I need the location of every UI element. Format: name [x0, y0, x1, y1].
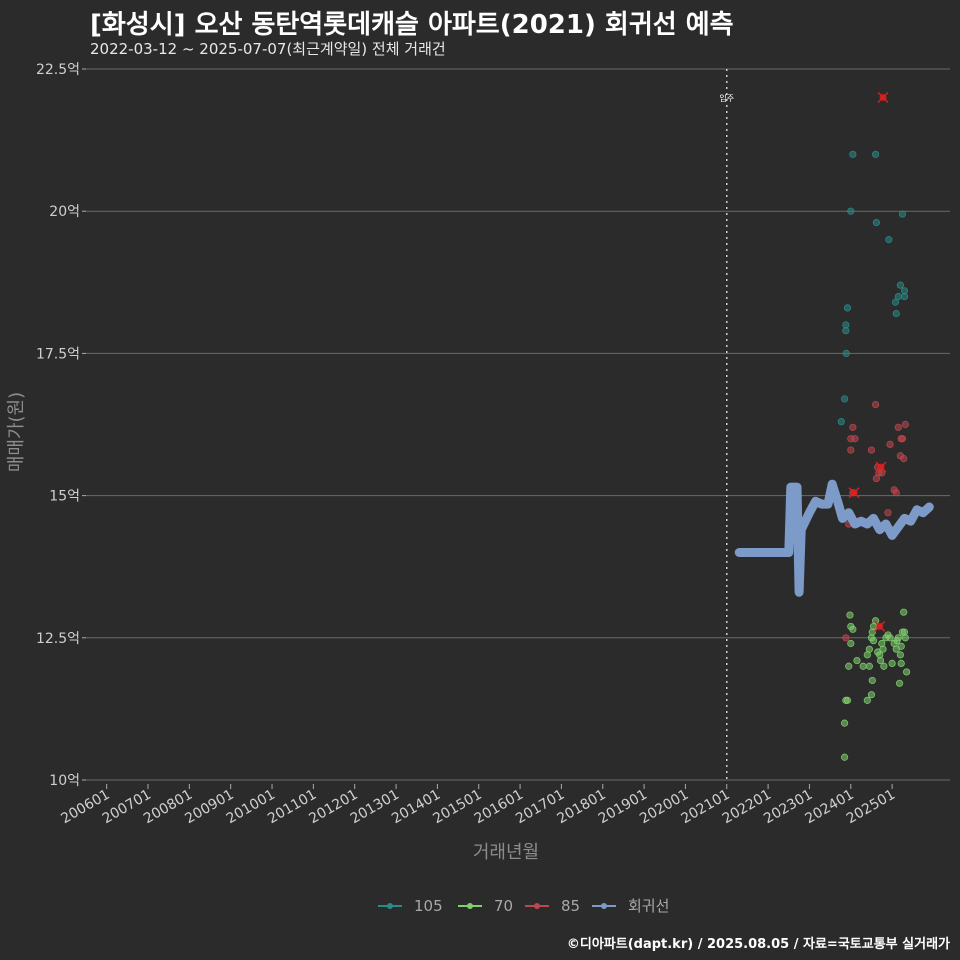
- point-70: [865, 662, 873, 670]
- outlier-cross: [875, 461, 887, 473]
- point-85: [871, 400, 880, 409]
- credit-text: ©디아파트(dapt.kr) / 2025.08.05 / 자료=국토교통부 실…: [566, 937, 950, 952]
- point-70: [897, 642, 905, 650]
- point-70: [876, 656, 885, 665]
- legend: 105 70 85 회귀선: [378, 897, 669, 915]
- point-70: [868, 676, 876, 685]
- point-85: [884, 509, 892, 517]
- move-in-marker: 입주: [719, 69, 734, 780]
- point-70: [871, 617, 880, 625]
- point-105: [842, 321, 850, 329]
- point-105: [896, 281, 904, 289]
- legend-swatch-dot: [387, 903, 393, 909]
- page-title: [화성시] 오산 동탄역롯데캐슬 아파트(2021) 회귀선 예측: [90, 10, 734, 40]
- point-105: [898, 210, 907, 218]
- point-85: [842, 634, 850, 642]
- outlier-cross: [874, 620, 886, 632]
- move-in-label: 입주: [719, 94, 734, 103]
- point-85: [894, 423, 902, 431]
- point-70: [865, 645, 873, 653]
- point-70: [863, 696, 871, 704]
- point-70: [869, 637, 878, 645]
- scatter-points: [837, 150, 911, 761]
- outlier-markers: [848, 91, 889, 632]
- legend-swatch-dot: [534, 903, 540, 909]
- point-105: [842, 349, 850, 357]
- point-70: [880, 662, 888, 670]
- point-105: [894, 292, 902, 301]
- y-tick-label: 22.5억: [36, 62, 80, 78]
- point-85: [851, 435, 859, 443]
- y-tick-label: 12.5억: [36, 631, 80, 647]
- point-105: [891, 298, 900, 306]
- point-70: [840, 753, 849, 761]
- point-105: [871, 150, 880, 158]
- point-70: [902, 668, 911, 676]
- y-axis-ticks: 10억 12.5억 15억 17.5억 20억 22.5억: [36, 62, 86, 789]
- regression-line-group: [734, 479, 934, 597]
- point-70: [840, 719, 849, 727]
- y-tick-label: 20억: [49, 204, 80, 220]
- point-70: [879, 645, 887, 653]
- point-105: [847, 207, 855, 215]
- legend-label: 70: [494, 897, 513, 915]
- x-axis-ticks: 2006012007012008012009012010012011012012…: [58, 784, 898, 827]
- point-85: [898, 435, 907, 443]
- point-85: [886, 440, 894, 449]
- point-70: [846, 611, 854, 619]
- point-105: [840, 395, 849, 403]
- point-105: [892, 309, 900, 318]
- point-70: [888, 659, 896, 667]
- point-70: [847, 639, 855, 648]
- y-tick-label: 10억: [49, 773, 80, 789]
- point-70: [901, 634, 909, 642]
- legend-swatch-dot: [467, 903, 473, 909]
- point-85: [892, 489, 900, 497]
- x-axis-title: 거래년월: [473, 842, 539, 863]
- point-85: [847, 446, 855, 454]
- legend-label: 85: [561, 897, 580, 915]
- point-105: [837, 418, 845, 426]
- point-105: [900, 287, 909, 295]
- regression-line: [734, 479, 934, 597]
- point-105: [885, 236, 893, 244]
- point-85: [901, 420, 909, 429]
- point-70: [843, 696, 852, 704]
- legend-swatch-dot: [601, 903, 607, 909]
- point-70: [895, 679, 904, 687]
- point-105: [872, 218, 881, 227]
- point-85: [900, 455, 908, 463]
- y-axis-title: 매매가(원): [6, 392, 27, 472]
- point-70: [853, 656, 861, 665]
- legend-label: 105: [414, 897, 443, 915]
- point-70: [900, 608, 908, 616]
- outlier-cross: [848, 487, 860, 499]
- grid-lines: [86, 68, 950, 781]
- point-70: [886, 634, 894, 642]
- point-70: [897, 659, 905, 667]
- point-70: [896, 651, 904, 659]
- y-tick-label: 17.5억: [36, 346, 80, 362]
- point-70: [867, 691, 876, 699]
- y-tick-label: 15억: [49, 489, 80, 505]
- point-70: [859, 662, 867, 670]
- point-70: [849, 625, 857, 633]
- page-subtitle: 2022-03-12 ~ 2025-07-07(최근계약일) 전체 거래건: [90, 40, 446, 58]
- outlier-cross: [877, 91, 889, 103]
- point-85: [849, 423, 857, 431]
- point-105: [843, 304, 852, 312]
- point-70: [894, 634, 902, 642]
- point-70: [845, 662, 853, 670]
- legend-label: 회귀선: [628, 897, 669, 915]
- point-85: [867, 446, 876, 454]
- point-105: [849, 150, 857, 158]
